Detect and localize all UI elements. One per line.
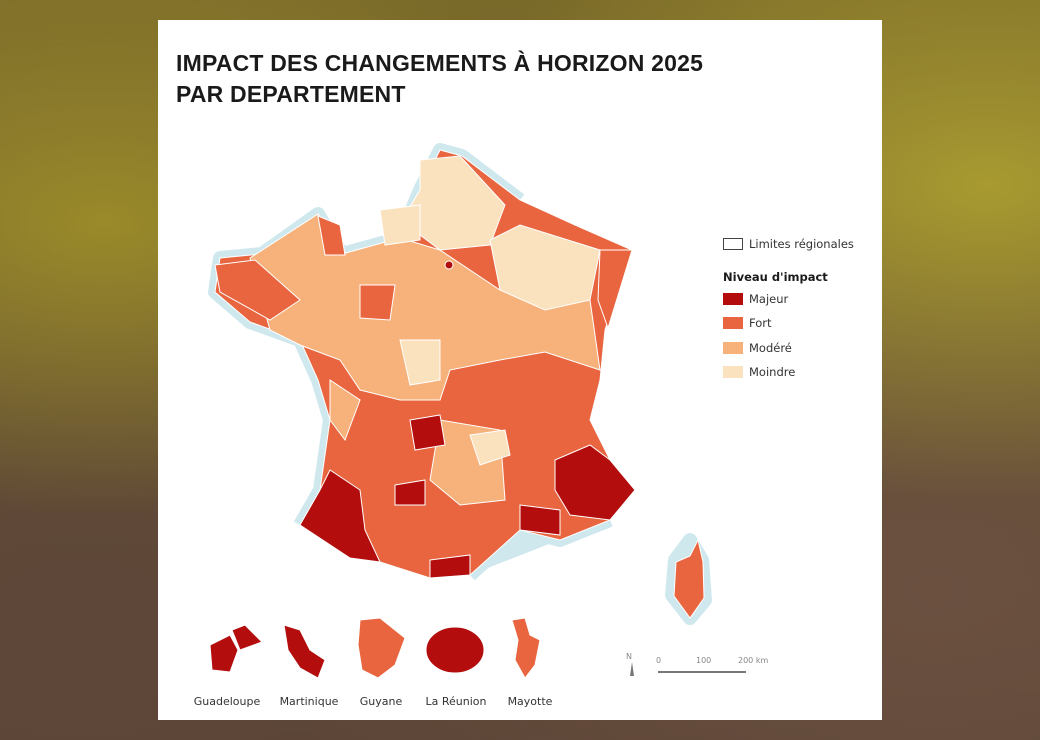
scale-bar [630, 662, 746, 676]
north-label: N [626, 652, 632, 661]
corsica [673, 538, 705, 619]
legend-label: Modéré [749, 340, 792, 355]
guyane-shape [357, 617, 406, 679]
map-title: IMPACT DES CHANGEMENTS À HORIZON 2025 PA… [176, 48, 703, 110]
reunion-shape [425, 626, 485, 674]
label-reunion: La Réunion [425, 695, 487, 708]
scale-tick-0: 0 [656, 656, 662, 665]
north-arrow-icon [630, 662, 634, 676]
swatch-majeur [723, 292, 743, 305]
region-fort-patches [214, 215, 633, 330]
guadeloupe-shape [209, 624, 263, 673]
legend-item: Majeur [723, 287, 854, 312]
legend-label: Fort [749, 316, 772, 331]
region-majeur [299, 260, 636, 579]
legend: Limites régionales Niveau d'impact Majeu… [723, 232, 854, 385]
overseas-shapes [209, 617, 541, 679]
label-mayotte: Mayotte [507, 695, 553, 708]
scale-tick-200: 200 km [738, 656, 769, 665]
swatch-moindre [723, 366, 743, 379]
label-martinique: Martinique [279, 695, 339, 708]
boundary-label: Limites régionales [749, 237, 854, 252]
title-line-2: PAR DEPARTEMENT [176, 81, 406, 107]
legend-boundary: Limites régionales [723, 232, 854, 257]
boundary-swatch [723, 238, 743, 251]
swatch-fort [723, 317, 743, 330]
france-map [208, 143, 746, 679]
region-moindre [379, 155, 601, 466]
legend-item: Fort [723, 311, 854, 336]
legend-label: Moindre [749, 365, 796, 380]
map-card: IMPACT DES CHANGEMENTS À HORIZON 2025 PA… [158, 20, 882, 720]
label-guadeloupe: Guadeloupe [193, 695, 261, 708]
mayotte-shape [511, 617, 541, 679]
scale-tick-100: 100 [696, 656, 712, 665]
legend-item: Moindre [723, 360, 854, 385]
legend-label: Majeur [749, 291, 789, 306]
title-line-1: IMPACT DES CHANGEMENTS À HORIZON 2025 [176, 50, 704, 76]
swatch-modere [723, 341, 743, 354]
martinique-shape [283, 624, 326, 679]
label-guyane: Guyane [359, 695, 403, 708]
legend-item: Modéré [723, 336, 854, 361]
legend-heading: Niveau d'impact [723, 269, 828, 284]
